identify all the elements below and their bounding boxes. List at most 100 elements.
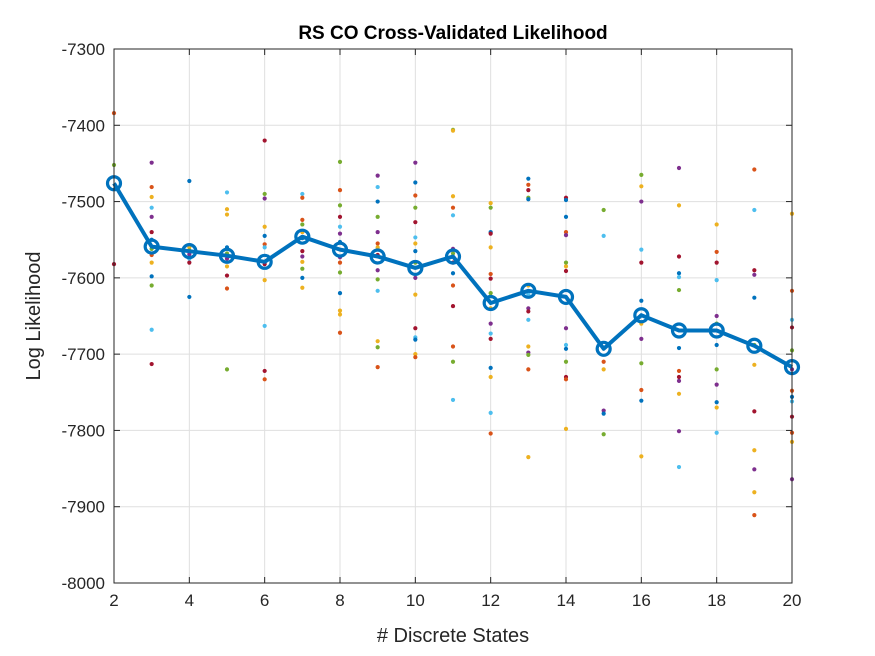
fold-point bbox=[714, 278, 719, 283]
fold-point bbox=[300, 275, 305, 280]
fold-point bbox=[224, 207, 230, 212]
y-tick-label: -7700 bbox=[62, 345, 105, 364]
fold-point bbox=[752, 268, 757, 273]
fold-point bbox=[526, 352, 531, 358]
fold-point bbox=[375, 245, 380, 250]
fold-point bbox=[563, 233, 569, 238]
x-tick-label: 2 bbox=[109, 591, 118, 610]
fold-point bbox=[187, 178, 192, 184]
fold-point bbox=[450, 128, 456, 133]
fold-point bbox=[752, 207, 757, 213]
fold-point bbox=[676, 165, 682, 171]
fold-point bbox=[676, 271, 682, 276]
fold-point bbox=[262, 377, 267, 382]
fold-point bbox=[337, 188, 343, 193]
x-tick-label: 20 bbox=[783, 591, 802, 610]
mean-marker bbox=[557, 288, 575, 306]
fold-point bbox=[676, 374, 682, 380]
fold-point bbox=[262, 191, 267, 197]
fold-point bbox=[563, 214, 569, 219]
fold-point bbox=[149, 361, 154, 367]
fold-point bbox=[676, 287, 682, 293]
fold-point bbox=[337, 203, 343, 208]
fold-point bbox=[752, 295, 757, 300]
fold-point bbox=[676, 464, 682, 470]
fold-point bbox=[337, 312, 343, 317]
fold-point bbox=[375, 184, 380, 190]
fold-point bbox=[488, 205, 493, 210]
fold-point bbox=[639, 361, 644, 366]
fold-point bbox=[639, 260, 644, 265]
mean-marker bbox=[633, 307, 650, 324]
fold-point bbox=[300, 249, 305, 254]
fold-point bbox=[375, 268, 380, 273]
fold-point bbox=[526, 455, 531, 460]
fold-point bbox=[224, 286, 230, 291]
mean-marker bbox=[482, 294, 499, 312]
fold-point bbox=[714, 382, 719, 387]
fold-point bbox=[714, 260, 719, 265]
fold-point bbox=[488, 231, 493, 236]
mean-marker bbox=[218, 247, 236, 264]
fold-point bbox=[676, 254, 682, 259]
fold-point bbox=[262, 368, 267, 374]
fold-point bbox=[752, 409, 757, 414]
fold-point bbox=[752, 272, 757, 277]
fold-point bbox=[752, 362, 757, 367]
fold-point bbox=[488, 374, 493, 380]
fold-point bbox=[262, 138, 267, 143]
mean-marker bbox=[331, 241, 349, 258]
mean-marker bbox=[181, 243, 198, 260]
fold-point bbox=[563, 197, 569, 203]
fold-point bbox=[450, 194, 456, 199]
fold-point bbox=[262, 278, 267, 283]
fold-point bbox=[337, 270, 343, 275]
fold-point bbox=[300, 285, 305, 290]
fold-point bbox=[601, 359, 606, 364]
chart-title: RS CO Cross-Validated Likelihood bbox=[298, 23, 607, 44]
fold-point bbox=[526, 317, 531, 322]
fold-point bbox=[413, 326, 418, 331]
fold-point bbox=[149, 274, 154, 279]
fold-point bbox=[488, 200, 493, 206]
fold-point bbox=[639, 184, 644, 189]
mean-marker bbox=[670, 322, 688, 339]
fold-point bbox=[375, 345, 380, 350]
fold-point bbox=[488, 331, 493, 336]
x-tick-label: 12 bbox=[481, 591, 500, 610]
mean-marker bbox=[520, 282, 537, 299]
fold-point bbox=[563, 326, 569, 331]
fold-point bbox=[413, 241, 418, 246]
fold-point bbox=[450, 344, 456, 349]
y-axis-label: Log Likelihood bbox=[23, 252, 45, 381]
fold-point bbox=[413, 352, 418, 357]
fold-point bbox=[413, 292, 418, 297]
mean-marker bbox=[708, 322, 725, 339]
fold-point bbox=[300, 259, 305, 264]
fold-point bbox=[224, 212, 230, 217]
fold-point bbox=[300, 195, 305, 200]
fold-point bbox=[488, 431, 493, 436]
fold-point bbox=[450, 271, 456, 276]
fold-point bbox=[337, 291, 343, 296]
fold-point bbox=[601, 233, 606, 238]
fold-point bbox=[413, 193, 418, 198]
fold-point bbox=[488, 365, 493, 370]
fold-point bbox=[149, 194, 154, 200]
fold-point bbox=[337, 308, 343, 313]
fold-point bbox=[752, 467, 757, 472]
fold-point bbox=[149, 184, 154, 190]
fold-point bbox=[337, 330, 343, 335]
fold-point bbox=[488, 245, 493, 250]
fold-point bbox=[676, 368, 682, 374]
fold-point bbox=[300, 222, 305, 227]
fold-point bbox=[676, 391, 682, 396]
fold-point bbox=[526, 344, 531, 349]
fold-point bbox=[450, 205, 456, 210]
fold-point bbox=[714, 430, 719, 435]
fold-point bbox=[563, 377, 569, 382]
fold-point bbox=[149, 214, 154, 219]
mean-marker bbox=[746, 337, 763, 354]
fold-point bbox=[563, 264, 569, 269]
